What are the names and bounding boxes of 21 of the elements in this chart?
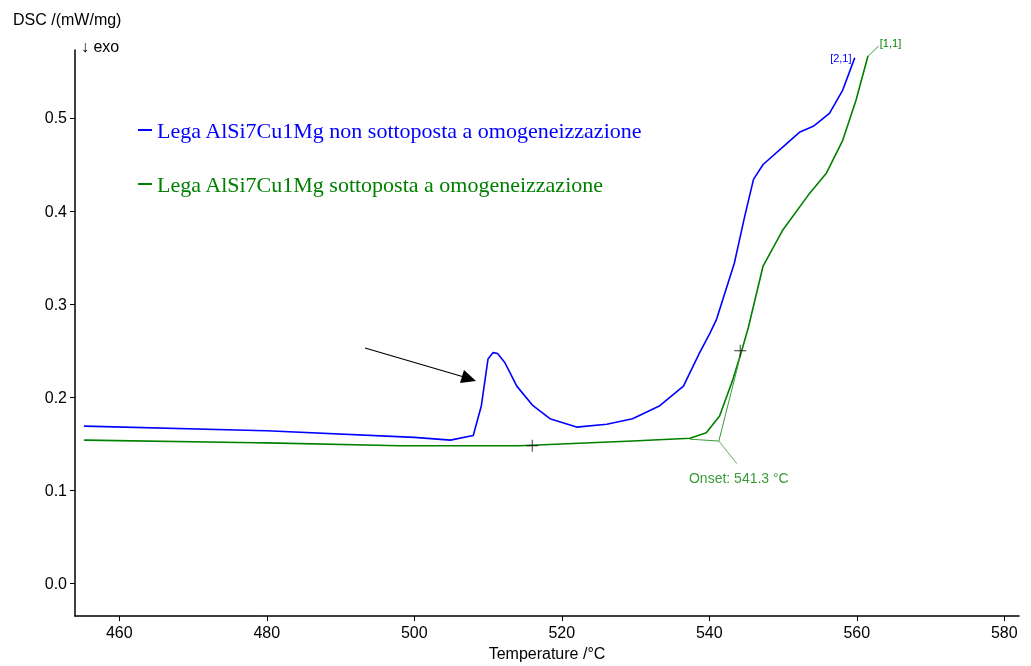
x-axis-title: Temperature /°C (488, 644, 606, 662)
y-tick-label: 0.3 (44, 295, 68, 313)
legend-label: Lega AlSi7Cu1Mg sottoposta a omogeneizzazione (157, 171, 604, 197)
x-tick-label: 480 (253, 623, 281, 641)
x-tick-label: 460 (105, 623, 133, 641)
x-tick-label: 580 (990, 623, 1018, 641)
annotation: [1,1] (879, 36, 902, 49)
y-tick-label: 0.2 (44, 388, 68, 406)
y-tick-label: 0.5 (44, 109, 68, 127)
x-tick-label: 500 (400, 623, 428, 641)
legend-label: Lega AlSi7Cu1Mg non sottoposta a omogeneizzazione (157, 117, 642, 143)
y-tick-label: 0.0 (44, 575, 68, 593)
x-tick-label: 560 (843, 623, 871, 641)
x-tick-label: 520 (548, 623, 576, 641)
annotation: ↓ exo (81, 37, 120, 55)
y-tick-label: 0.1 (44, 481, 68, 499)
annotation: Onset: 541.3 °C (688, 470, 789, 487)
y-tick-label: 0.4 (44, 202, 68, 220)
y-axis-title: DSC /(mW/mg) (13, 10, 122, 28)
annotation: [2,1] (830, 52, 852, 65)
x-tick-label: 540 (695, 623, 723, 641)
